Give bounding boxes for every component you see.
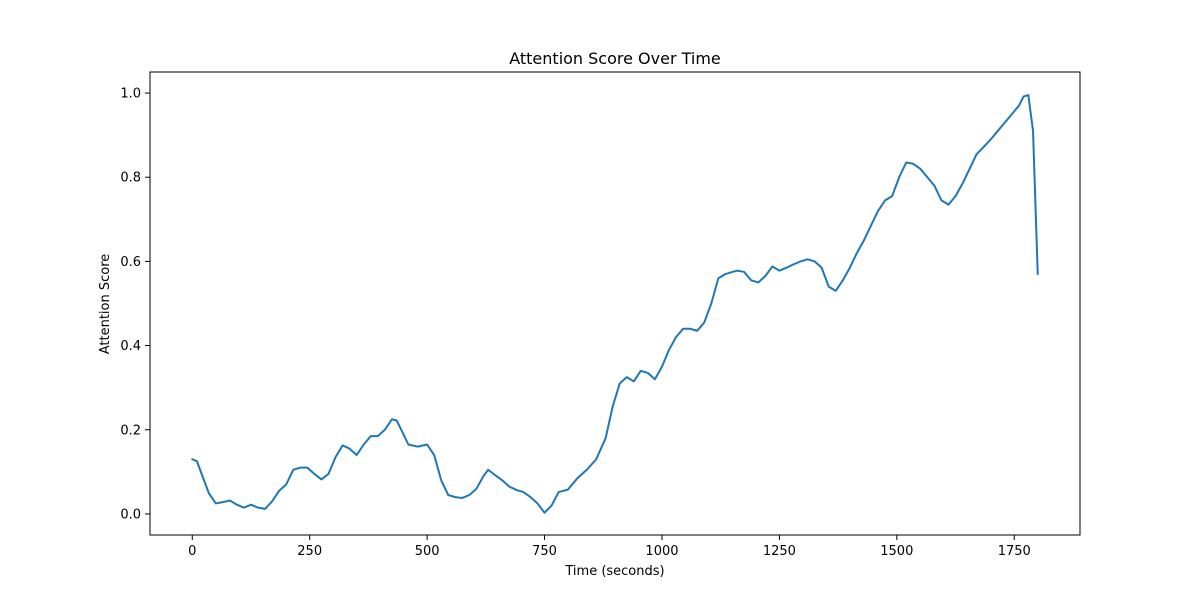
x-axis-ticks: 0 250 500 750 1000 1250 1500 1750: [188, 535, 1031, 559]
x-tick-label: 1750: [998, 544, 1031, 559]
x-axis-label: Time (seconds): [564, 564, 664, 579]
x-tick-label: 250: [297, 544, 322, 559]
x-tick-label: 750: [532, 544, 557, 559]
y-tick-label: 0.0: [120, 507, 141, 522]
y-tick-label: 1.0: [120, 87, 141, 102]
x-tick-label: 500: [415, 544, 440, 559]
y-tick-label: 0.8: [120, 171, 141, 186]
y-tick-label: 0.6: [120, 255, 141, 270]
y-tick-label: 0.2: [120, 423, 141, 438]
plot-area: [191, 94, 1039, 514]
series-line-0: [191, 94, 1039, 514]
x-tick-label: 1250: [763, 544, 796, 559]
x-tick-label: 1500: [880, 544, 913, 559]
y-axis-ticks: 0.0 0.2 0.4 0.6 0.8 1.0: [120, 87, 150, 522]
y-tick-label: 0.4: [120, 339, 141, 354]
y-axis-label: Attention Score: [98, 254, 113, 355]
x-tick-label: 1000: [645, 544, 678, 559]
chart-title: Attention Score Over Time: [509, 49, 721, 68]
x-tick-label: 0: [188, 544, 196, 559]
axes-frame: [149, 71, 1081, 536]
